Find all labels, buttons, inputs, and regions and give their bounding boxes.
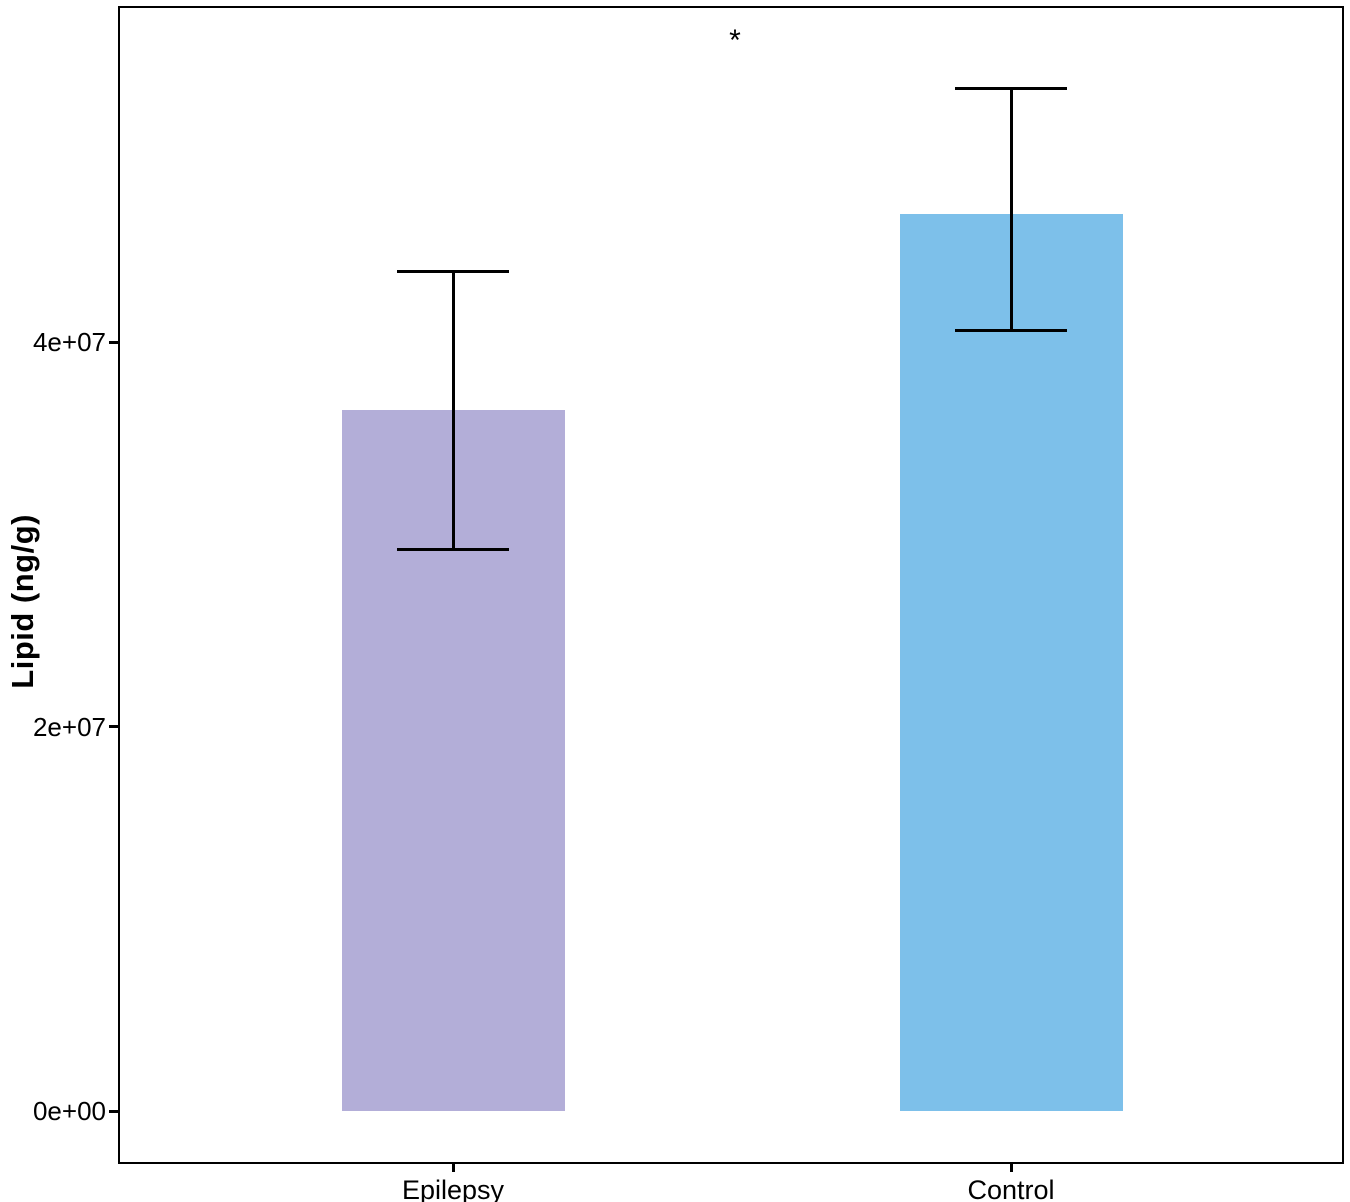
y-axis-title: Lipid (ng/g) [2, 0, 44, 1202]
x-axis-label-control: Control [967, 1175, 1055, 1202]
y-axis-tick [109, 1109, 118, 1113]
y-axis-title-text: Lipid (ng/g) [5, 513, 40, 689]
x-axis-tick-epilepsy [451, 1164, 455, 1172]
plot-panel [118, 6, 1344, 1164]
x-axis-tick-control [1009, 1164, 1013, 1172]
x-axis-label-epilepsy: Epilepsy [401, 1175, 505, 1202]
significance-asterisk: * [729, 24, 741, 57]
y-axis-tick [109, 340, 118, 344]
y-axis-tick [109, 725, 118, 729]
